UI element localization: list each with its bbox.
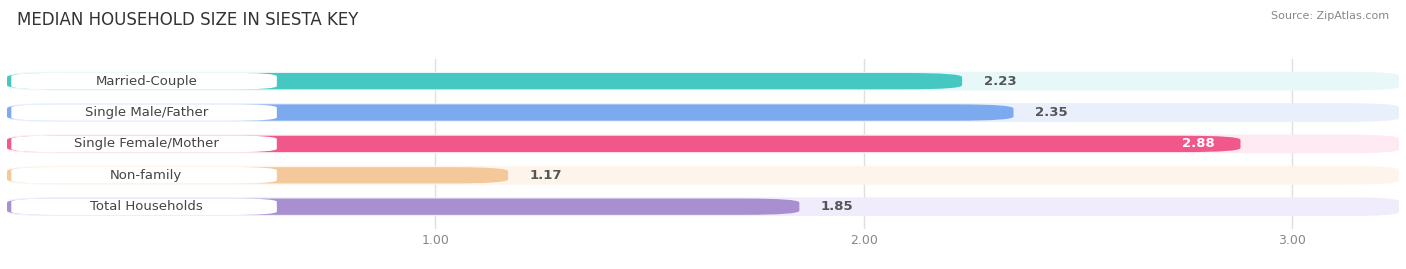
Text: 2.88: 2.88 (1182, 137, 1215, 150)
Text: Non-family: Non-family (110, 169, 183, 182)
FancyBboxPatch shape (7, 166, 1399, 185)
FancyBboxPatch shape (11, 136, 277, 152)
Text: 2.35: 2.35 (1035, 106, 1067, 119)
FancyBboxPatch shape (7, 104, 1014, 121)
Text: MEDIAN HOUSEHOLD SIZE IN SIESTA KEY: MEDIAN HOUSEHOLD SIZE IN SIESTA KEY (17, 11, 359, 29)
FancyBboxPatch shape (7, 103, 1399, 122)
Text: 2.23: 2.23 (984, 75, 1017, 88)
FancyBboxPatch shape (11, 104, 277, 121)
FancyBboxPatch shape (7, 72, 1399, 91)
Text: 1.85: 1.85 (821, 200, 853, 213)
Text: Married-Couple: Married-Couple (96, 75, 197, 88)
Text: Total Households: Total Households (90, 200, 202, 213)
Text: Single Female/Mother: Single Female/Mother (73, 137, 219, 150)
FancyBboxPatch shape (11, 167, 277, 184)
FancyBboxPatch shape (7, 73, 962, 89)
FancyBboxPatch shape (7, 199, 800, 215)
Text: Single Male/Father: Single Male/Father (84, 106, 208, 119)
FancyBboxPatch shape (11, 198, 277, 215)
FancyBboxPatch shape (7, 167, 508, 183)
Text: Source: ZipAtlas.com: Source: ZipAtlas.com (1271, 11, 1389, 21)
FancyBboxPatch shape (7, 197, 1399, 216)
Text: 1.17: 1.17 (530, 169, 562, 182)
FancyBboxPatch shape (11, 73, 277, 90)
FancyBboxPatch shape (7, 134, 1399, 153)
FancyBboxPatch shape (7, 136, 1240, 152)
